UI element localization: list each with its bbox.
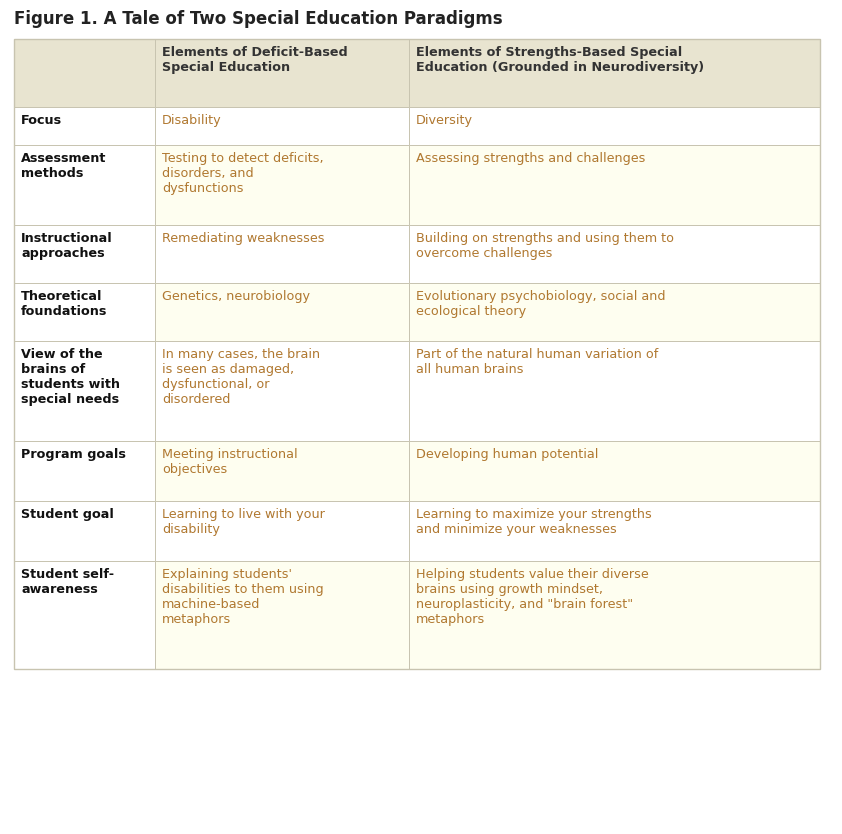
Bar (409, 561, 820, 669)
Bar (409, 107, 820, 145)
Text: Student goal: Student goal (21, 508, 114, 521)
Bar (14, 501, 155, 561)
Text: Assessing strengths and challenges: Assessing strengths and challenges (416, 152, 645, 165)
Text: Theoretical
foundations: Theoretical foundations (21, 290, 108, 318)
Bar (409, 39, 820, 107)
Text: Explaining students'
disabilities to them using
machine-based
metaphors: Explaining students' disabilities to the… (162, 568, 323, 626)
Bar (14, 441, 155, 501)
Bar (155, 145, 409, 225)
Text: Learning to live with your
disability: Learning to live with your disability (162, 508, 325, 536)
Text: Diversity: Diversity (416, 114, 473, 127)
Text: In many cases, the brain
is seen as damaged,
dysfunctional, or
disordered: In many cases, the brain is seen as dama… (162, 348, 320, 406)
Bar (155, 501, 409, 561)
Bar (14, 283, 155, 341)
Text: Meeting instructional
objectives: Meeting instructional objectives (162, 448, 298, 476)
Text: Evolutionary psychobiology, social and
ecological theory: Evolutionary psychobiology, social and e… (416, 290, 665, 318)
Bar (155, 283, 409, 341)
Text: Instructional
approaches: Instructional approaches (21, 232, 113, 260)
Text: Learning to maximize your strengths
and minimize your weaknesses: Learning to maximize your strengths and … (416, 508, 652, 536)
Text: Genetics, neurobiology: Genetics, neurobiology (162, 290, 310, 303)
Bar (155, 441, 409, 501)
Bar (155, 561, 409, 669)
Bar (14, 145, 155, 225)
Bar (14, 225, 155, 283)
Text: Testing to detect deficits,
disorders, and
dysfunctions: Testing to detect deficits, disorders, a… (162, 152, 323, 195)
Text: Student self-
awareness: Student self- awareness (21, 568, 115, 596)
Bar (409, 145, 820, 225)
Text: Figure 1. A Tale of Two Special Education Paradigms: Figure 1. A Tale of Two Special Educatio… (14, 10, 503, 28)
Bar (409, 225, 820, 283)
Bar (155, 39, 409, 107)
Bar (14, 561, 155, 669)
Bar (14, 39, 155, 107)
Bar (409, 341, 820, 441)
Text: Part of the natural human variation of
all human brains: Part of the natural human variation of a… (416, 348, 658, 376)
Text: Building on strengths and using them to
overcome challenges: Building on strengths and using them to … (416, 232, 674, 260)
Text: Elements of Strengths-Based Special
Education (Grounded in Neurodiversity): Elements of Strengths-Based Special Educ… (416, 46, 704, 74)
Text: Assessment
methods: Assessment methods (21, 152, 106, 180)
Bar (14, 341, 155, 441)
Text: Program goals: Program goals (21, 448, 125, 461)
Text: View of the
brains of
students with
special needs: View of the brains of students with spec… (21, 348, 120, 406)
Text: Focus: Focus (21, 114, 62, 127)
Text: Elements of Deficit-Based
Special Education: Elements of Deficit-Based Special Educat… (162, 46, 348, 74)
Bar (155, 225, 409, 283)
Text: Disability: Disability (162, 114, 221, 127)
Text: Helping students value their diverse
brains using growth mindset,
neuroplasticit: Helping students value their diverse bra… (416, 568, 648, 626)
Bar (409, 283, 820, 341)
Text: Remediating weaknesses: Remediating weaknesses (162, 232, 324, 245)
Bar (409, 501, 820, 561)
Bar (155, 341, 409, 441)
Bar (155, 107, 409, 145)
Bar (14, 39, 820, 669)
Bar (14, 107, 155, 145)
Bar (409, 441, 820, 501)
Text: Developing human potential: Developing human potential (416, 448, 599, 461)
